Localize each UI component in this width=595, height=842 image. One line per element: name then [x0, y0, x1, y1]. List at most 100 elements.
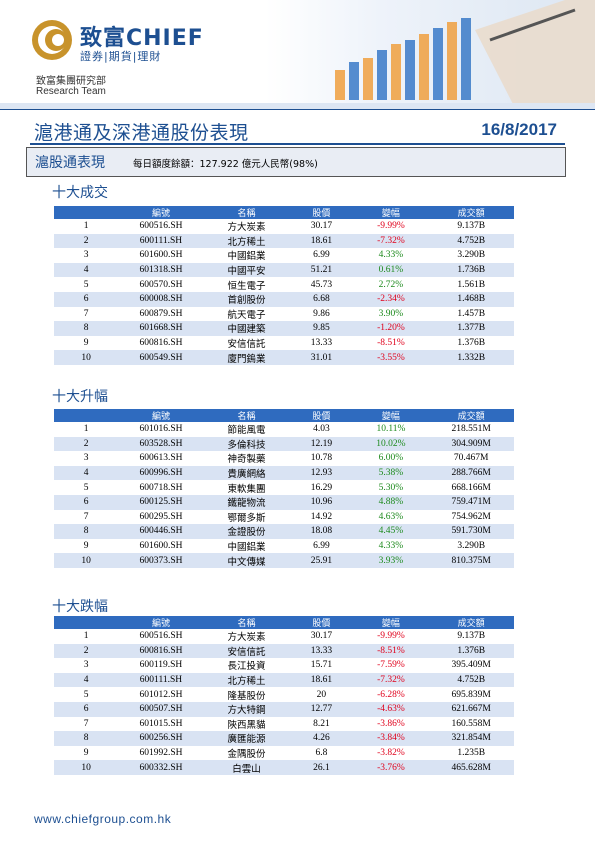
cell-turnover: 321.854M [428, 731, 514, 746]
cell-change: -3.86% [377, 718, 405, 729]
cell-code: 600570.SH [139, 279, 183, 290]
cell-price: 6.99 [313, 541, 330, 552]
hero-chart-image [265, 0, 595, 108]
table-row: 3 600119.SH 長江投資 15.71 -7.59% 395.409M [54, 658, 514, 673]
table-row: 8 600446.SH 金證股份 18.08 4.45% 591.730M [54, 524, 514, 539]
column-header-code: 編號 [118, 206, 204, 219]
cell-turnover: 1.332B [428, 350, 514, 365]
cell-name: 方大炭素 [227, 222, 266, 234]
cell-code: 600295.SH [139, 511, 183, 522]
cell-change: -7.32% [353, 233, 429, 249]
cell-price: 13.33 [310, 338, 333, 349]
cell-change: -3.82% [377, 748, 405, 759]
cell-price: 20 [316, 689, 327, 700]
department-name-en: Research Team [36, 86, 106, 97]
column-header-price: 股價 [289, 409, 354, 422]
cell-price: 15.71 [310, 660, 333, 671]
cell-name: 白雲山 [203, 760, 290, 775]
cell-turnover: 1.377B [428, 321, 514, 336]
table-row: 10 600373.SH 中文傳媒 25.91 3.93% 810.375M [54, 553, 514, 568]
cell-rank: 2 [54, 643, 119, 659]
cell-turnover: 621.667M [428, 701, 514, 717]
cell-name: 北方稀土 [203, 233, 290, 249]
cell-price: 31.01 [289, 350, 354, 365]
cell-change: -6.28% [377, 689, 405, 700]
cell-name: 方大炭素 [227, 632, 266, 644]
cell-code: 600613.SH [139, 453, 183, 464]
cell-change: -8.51% [377, 338, 405, 349]
cell-change: -3.76% [353, 760, 429, 775]
cell-turnover: 591.730M [428, 524, 514, 539]
cell-change: 4.33% [378, 541, 404, 552]
table-row: 6 600008.SH 首創股份 6.68 -2.34% 1.468B [54, 291, 514, 307]
cell-price: 13.33 [289, 643, 354, 659]
cell-rank: 3 [83, 250, 89, 261]
cell-price: 26.1 [289, 760, 354, 775]
cell-turnover: 759.471M [428, 494, 514, 510]
table-row: 10 600332.SH 白雲山 26.1 -3.76% 465.628M [54, 760, 514, 775]
column-header-name: 名稱 [203, 206, 290, 219]
table-title-top-gainers: 十大升幅 [52, 389, 108, 405]
cell-change: -3.84% [353, 731, 429, 746]
cell-rank: 7 [83, 511, 89, 522]
cell-change: 5.30% [378, 482, 404, 493]
cell-change: 4.45% [353, 524, 429, 539]
cell-name: 金證股份 [203, 524, 290, 539]
cell-rank: 8 [54, 731, 119, 746]
cell-rank: 3 [83, 660, 89, 671]
column-header-code: 編號 [118, 409, 204, 422]
cell-turnover: 695.839M [451, 689, 491, 700]
cell-change: 4.88% [353, 494, 429, 510]
cell-change: -1.20% [353, 321, 429, 336]
cell-rank: 5 [83, 689, 89, 700]
cell-rank: 9 [83, 541, 89, 552]
table-row: 4 600996.SH 貴廣網絡 12.93 5.38% 288.766M [54, 465, 514, 481]
cell-turnover: 1.376B [428, 643, 514, 659]
cell-price: 16.29 [310, 482, 333, 493]
cell-turnover: 465.628M [428, 760, 514, 775]
cell-turnover: 1.235B [457, 748, 486, 759]
cell-rank: 10 [54, 760, 119, 775]
cell-code: 600718.SH [139, 482, 183, 493]
cell-price: 18.61 [289, 233, 354, 249]
cell-code: 600111.SH [118, 672, 204, 688]
cell-price: 8.21 [313, 718, 330, 729]
cell-rank: 4 [54, 465, 119, 481]
cell-turnover: 810.375M [428, 553, 514, 568]
cell-price: 12.19 [289, 436, 354, 452]
cell-price: 10.96 [289, 494, 354, 510]
cell-rank: 9 [83, 748, 89, 759]
section-header-box: 滬股通表現 每日額度餘額：127.922 億元人民幣(98%) [26, 147, 566, 177]
cell-code: 601012.SH [139, 689, 183, 700]
cell-name: 安信信託 [227, 339, 266, 351]
cell-code: 600332.SH [118, 760, 204, 775]
cell-rank: 8 [54, 524, 119, 539]
table-row: 9 601600.SH 中國鋁業 6.99 4.33% 3.290B [54, 539, 514, 554]
report-title: 滬港通及深港通股份表現 [34, 122, 249, 144]
cell-rank: 4 [54, 262, 119, 278]
top-turnover-table: 編號 名稱 股價 變幅 成交額 1 600516.SH 方大炭素 30.17 -9.99% 9.13… [54, 206, 514, 365]
cell-turnover: 1.561B [457, 279, 486, 290]
cell-name: 多倫科技 [203, 436, 290, 452]
cell-turnover: 668.166M [451, 482, 491, 493]
cell-name: 中國建築 [203, 321, 290, 336]
table-row: 5 600718.SH 東軟集團 16.29 5.30% 668.166M [54, 480, 514, 495]
cell-name: 首創股份 [203, 291, 290, 307]
column-header-change: 變幅 [353, 409, 429, 422]
cell-name: 恒生電子 [227, 280, 266, 292]
table-row: 10 600549.SH 廈門鎢業 31.01 -3.55% 1.332B [54, 350, 514, 365]
cell-code: 600516.SH [139, 221, 183, 232]
cell-price: 51.21 [289, 262, 354, 278]
cell-turnover: 3.290B [457, 541, 486, 552]
column-header-rank [54, 206, 119, 219]
cell-price: 30.17 [310, 631, 333, 642]
cell-rank: 6 [54, 291, 119, 307]
cell-code: 600119.SH [139, 660, 183, 671]
column-header-turnover: 成交額 [428, 409, 514, 422]
cell-rank: 1 [83, 424, 89, 435]
cell-change: -7.59% [377, 660, 405, 671]
cell-turnover: 395.409M [451, 660, 491, 671]
cell-change: 10.11% [376, 424, 406, 435]
cell-code: 600256.SH [118, 731, 204, 746]
cell-turnover: 4.752B [428, 672, 514, 688]
